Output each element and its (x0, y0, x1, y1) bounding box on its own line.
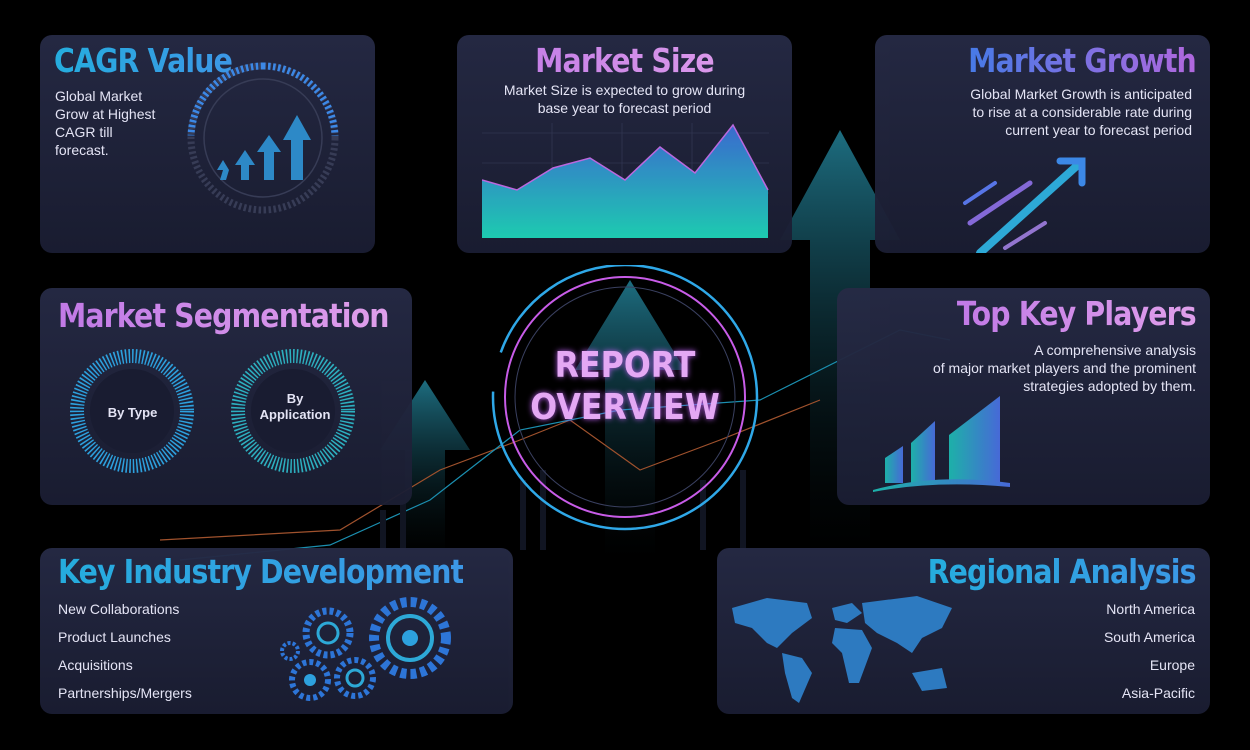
key-players-text-line: of major market players and the prominen… (932, 360, 1196, 376)
market-growth-card: Market Growth Global Market Growth is an… (875, 35, 1210, 253)
market-size-title: Market Size (480, 41, 768, 80)
regional-title: Regional Analysis (927, 552, 1197, 591)
gears-icon (280, 597, 451, 701)
region-item: Asia-Pacific (1121, 685, 1195, 701)
bar-growth-icon (873, 396, 1010, 492)
market-segmentation-card: Market Segmentation By Type By Applicati… (40, 288, 412, 505)
top-key-players-card: Top Key Players A comprehensive analysis… (837, 288, 1210, 505)
cagr-text-line: Global Market (55, 88, 143, 104)
market-size-area-chart-icon (482, 123, 769, 238)
cagr-text-line: CAGR till (55, 124, 113, 140)
industry-item: Partnerships/Mergers (58, 685, 192, 701)
cagr-text-line: Grow at Highest (55, 106, 156, 122)
world-map-icon (732, 596, 952, 703)
industry-item: Product Launches (58, 629, 171, 645)
key-industry-development-card: Key Industry Development New Collaborati… (40, 548, 513, 714)
by-application-ring-icon (231, 349, 355, 473)
by-type-label: By Type (107, 405, 158, 420)
industry-item: New Collaborations (58, 601, 180, 617)
market-growth-text-line: to rise at a considerable rate during (972, 104, 1192, 120)
market-growth-text-line: current year to forecast period (1005, 122, 1192, 138)
report-overview-line: REPORT (554, 345, 696, 386)
segmentation-title: Market Segmentation (58, 296, 389, 335)
market-size-text-line: Market Size is expected to grow during (503, 82, 746, 98)
cagr-text-line: forecast. (55, 142, 109, 158)
growth-arrows-icon (963, 157, 1086, 253)
region-item: South America (1103, 629, 1195, 645)
by-application-label: By (286, 391, 304, 406)
by-application-label: Application (259, 407, 331, 422)
report-overview-rings (491, 265, 759, 531)
market-growth-title: Market Growth (968, 41, 1197, 80)
report-overview-line: OVERVIEW (530, 387, 720, 428)
growth-arrows-gauge-icon (187, 62, 339, 214)
key-players-title: Top Key Players (957, 294, 1197, 333)
key-players-text-line: strategies adopted by them. (1023, 378, 1196, 394)
industry-item: Acquisitions (58, 657, 133, 673)
key-players-text-line: A comprehensive analysis (1034, 342, 1196, 358)
by-type-ring-icon (70, 349, 194, 473)
report-overview-title: REPORT OVERVIEW (502, 345, 748, 429)
cagr-value-card: CAGR Value Global Market Grow at Highest… (40, 35, 375, 253)
region-item: Europe (1149, 657, 1195, 673)
market-size-text-line: base year to forecast period (537, 100, 712, 116)
market-size-card: Market Size Market Size is expected to g… (457, 35, 792, 253)
region-item: North America (1106, 601, 1195, 617)
cagr-title: CAGR Value (54, 41, 233, 80)
industry-title: Key Industry Development (58, 552, 464, 591)
regional-analysis-card: Regional Analysis North America South Am… (717, 548, 1210, 714)
market-growth-text-line: Global Market Growth is anticipated (970, 86, 1192, 102)
